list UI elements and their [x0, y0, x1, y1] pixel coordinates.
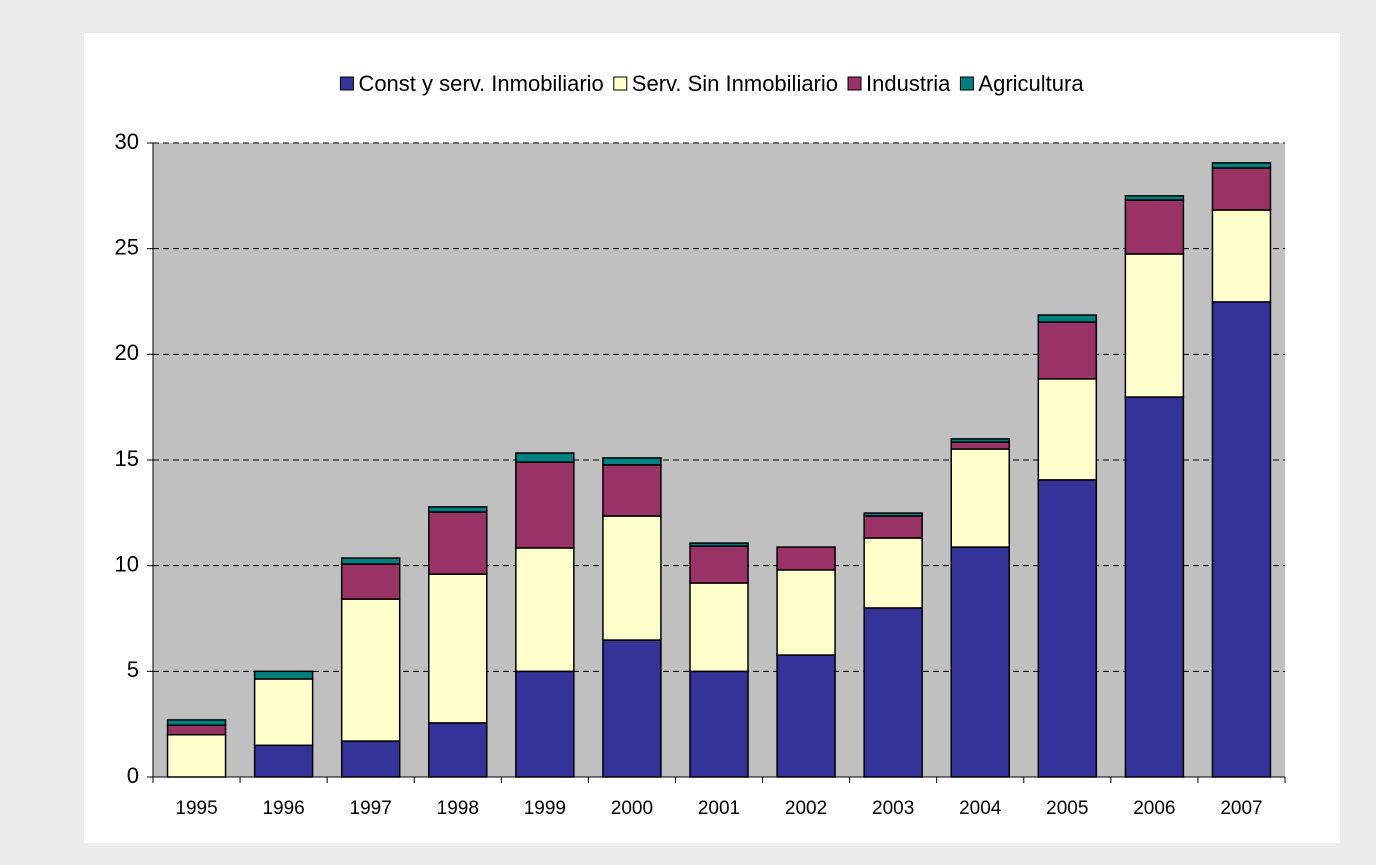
y-tick-label: 5 — [127, 657, 139, 682]
y-tick-label: 0 — [127, 763, 139, 788]
bar-segment — [1037, 314, 1098, 323]
bar-segment — [689, 582, 749, 673]
legend-label: Agricultura — [978, 71, 1084, 96]
bar-segment — [689, 545, 749, 584]
legend: Const y serv. Inmobiliario Serv. Sin Inmo… — [339, 71, 1084, 96]
x-tick-label: 2007 — [1220, 798, 1262, 819]
legend-label: Industria — [866, 71, 951, 96]
x-tick-label: 1997 — [350, 798, 392, 819]
legend-label: Serv. Sin Inmobiliario — [632, 71, 838, 96]
bar-segment — [515, 452, 575, 463]
bar-segment — [1124, 199, 1185, 255]
bar-segment — [1211, 162, 1272, 169]
bar-segment — [776, 569, 836, 656]
bar-segment — [166, 733, 227, 778]
bar-segment — [428, 506, 488, 513]
bar-segment — [1037, 321, 1098, 380]
bar-segment — [340, 563, 401, 600]
legend-swatch — [613, 76, 628, 91]
bar-segment — [253, 744, 314, 778]
bar-segment — [863, 512, 923, 517]
bar-segment — [950, 438, 1010, 443]
bar-segment — [950, 546, 1010, 778]
x-tick-label: 2005 — [1046, 798, 1088, 819]
bar-segment — [515, 461, 575, 549]
bar-segment — [602, 639, 662, 778]
x-tick-label: 1999 — [524, 798, 566, 819]
bar-segment — [602, 464, 662, 517]
bar-segment — [1037, 378, 1098, 481]
legend-swatch — [847, 76, 862, 91]
x-tick-label: 2000 — [611, 798, 653, 819]
legend-label: Const y serv. Inmobiliario — [358, 71, 603, 96]
y-tick-label: 10 — [115, 551, 139, 576]
y-tick-label: 15 — [115, 446, 139, 471]
bar-segment — [863, 607, 923, 778]
bar-segment — [1124, 195, 1185, 201]
x-tick-label: 2001 — [698, 798, 740, 819]
y-tick-label: 20 — [115, 340, 139, 365]
bar-segment — [776, 546, 836, 571]
bar-segment — [602, 515, 662, 641]
bar-segment — [340, 598, 401, 742]
y-tick-label: 25 — [115, 234, 139, 259]
bar-segment — [1037, 479, 1098, 778]
y-tick-label: 30 — [115, 129, 139, 154]
bar-segment — [515, 670, 575, 778]
bar-segment — [950, 448, 1010, 548]
bar-segment — [863, 537, 923, 609]
x-tick-label: 2002 — [785, 798, 827, 819]
legend-swatch — [339, 76, 354, 91]
bar-segment — [776, 654, 836, 778]
bar-segment — [428, 573, 488, 724]
x-tick-label: 1995 — [175, 798, 217, 819]
bar-segment — [1211, 301, 1272, 778]
bar-segment — [166, 719, 227, 726]
bar-segment — [863, 515, 923, 539]
legend-swatch — [959, 76, 974, 91]
bar-segment — [1211, 167, 1272, 211]
bar-segment — [428, 722, 488, 778]
bar-segment — [1211, 209, 1272, 303]
bar-segment — [515, 547, 575, 673]
bar-segment — [1124, 396, 1185, 778]
bar-segment — [253, 678, 314, 747]
bar-segment — [1124, 253, 1185, 398]
bar-segment — [428, 511, 488, 575]
x-tick-label: 1996 — [262, 798, 304, 819]
bar-segment — [689, 542, 749, 547]
x-tick-label: 1998 — [437, 798, 479, 819]
bar-segment — [340, 740, 401, 778]
bar-segment — [602, 457, 662, 466]
bar-segment — [340, 557, 401, 565]
bar-segment — [950, 441, 1010, 450]
x-tick-label: 2004 — [959, 798, 1002, 819]
bar-segment — [689, 670, 749, 778]
x-tick-label: 2006 — [1133, 798, 1175, 819]
bar-segment — [166, 724, 227, 736]
bar-segment — [253, 670, 314, 680]
x-tick-label: 2003 — [872, 798, 914, 819]
